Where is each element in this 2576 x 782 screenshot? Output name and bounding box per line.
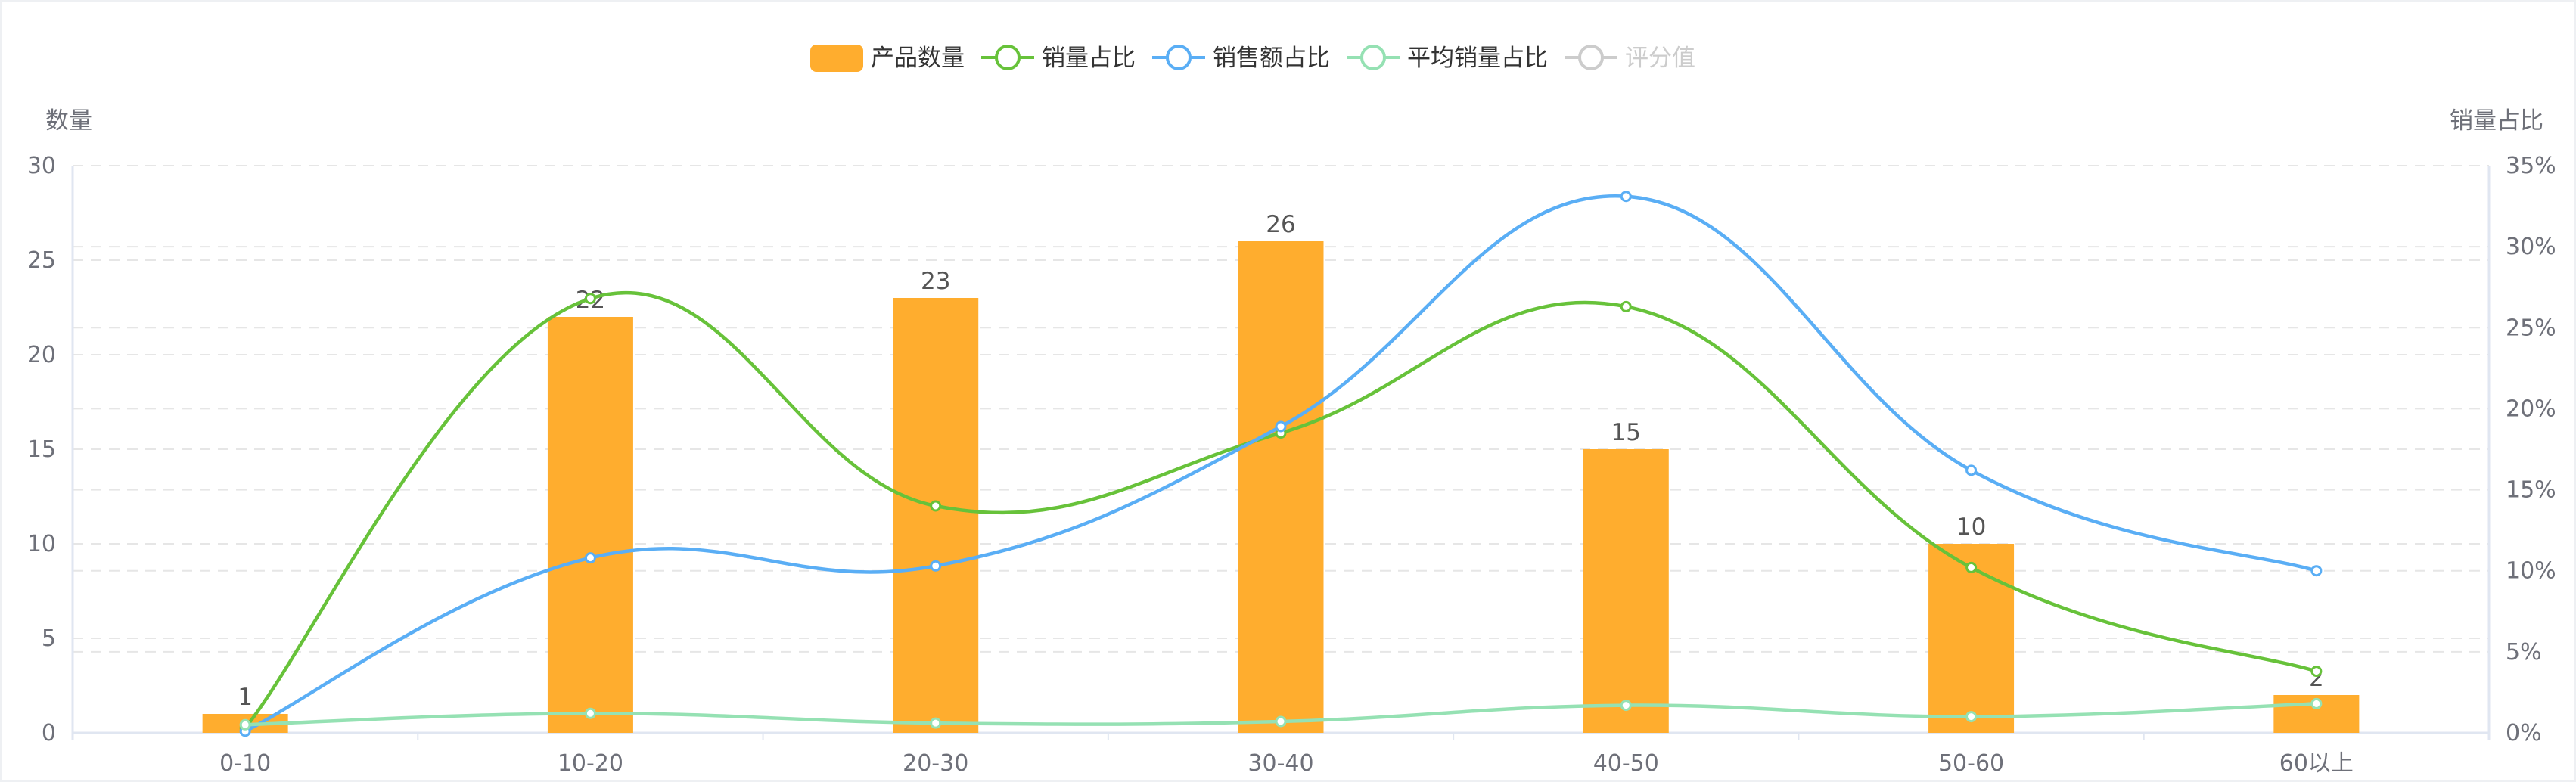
line-point xyxy=(584,293,596,305)
y-left-tick-label: 15 xyxy=(27,436,56,463)
x-tick-label: 30-40 xyxy=(1248,750,1313,777)
y-left-tick-label: 0 xyxy=(42,720,56,746)
line-point xyxy=(2310,697,2323,709)
line-point xyxy=(1620,700,1632,712)
line-point xyxy=(930,560,942,572)
bar-value-label: 23 xyxy=(921,268,950,295)
y-left-tick-label: 20 xyxy=(27,342,56,368)
x-tick-label: 50-60 xyxy=(1938,750,2004,777)
legend-marker-icon xyxy=(995,45,1021,70)
line-point xyxy=(584,707,596,719)
y-right-axis-name: 销量占比 xyxy=(2450,107,2543,135)
line-point xyxy=(930,717,942,729)
y-right-tick-label: 15% xyxy=(2506,477,2556,504)
line-point xyxy=(239,718,251,731)
y-right-tick-label: 35% xyxy=(2506,153,2556,179)
y-right-tick-label: 10% xyxy=(2506,558,2556,585)
line-point xyxy=(1965,711,1978,723)
line-point xyxy=(1965,464,1978,476)
line-point xyxy=(1620,300,1632,312)
legend-marker-icon xyxy=(1360,45,1386,70)
line-point xyxy=(1275,715,1287,728)
line-point xyxy=(584,552,596,564)
y-left-tick-label: 5 xyxy=(42,625,56,652)
y-right-tick-label: 25% xyxy=(2506,315,2556,341)
x-tick-label: 40-50 xyxy=(1593,750,1659,777)
bar xyxy=(547,317,633,733)
line-point xyxy=(1275,420,1287,433)
x-tick-label: 20-30 xyxy=(903,750,968,777)
line-point xyxy=(1965,561,1978,573)
y-left-axis-name: 数量 xyxy=(45,107,92,135)
y-left-tick-label: 25 xyxy=(27,247,56,274)
legend-item-5[interactable]: 评分值 xyxy=(1625,45,1695,72)
legend-item-2[interactable]: 销量占比 xyxy=(1042,45,1136,72)
y-right-tick-label: 5% xyxy=(2506,639,2542,666)
x-tick-label: 60以上 xyxy=(2279,750,2354,777)
bar xyxy=(1928,544,2015,733)
line-point xyxy=(2310,565,2323,577)
bar-value-label: 1 xyxy=(238,684,253,711)
y-right-tick-label: 20% xyxy=(2506,396,2556,422)
bar-value-label: 15 xyxy=(1611,419,1641,446)
x-tick-label: 0-10 xyxy=(219,750,271,777)
legend-item-1[interactable]: 产品数量 xyxy=(871,45,965,72)
legend-marker-icon xyxy=(1578,45,1604,70)
y-left-tick-label: 10 xyxy=(27,531,56,557)
legend-item-3[interactable]: 销售额占比 xyxy=(1213,45,1330,72)
legend-bar-icon xyxy=(810,45,863,72)
bar xyxy=(1583,449,1669,733)
bar xyxy=(1238,241,1324,733)
y-right-tick-label: 30% xyxy=(2506,234,2556,260)
y-right-tick-label: 0% xyxy=(2506,720,2542,746)
bar xyxy=(893,298,979,733)
y-left-tick-label: 30 xyxy=(27,153,56,179)
legend-marker-icon xyxy=(1166,45,1192,70)
bar-value-label: 26 xyxy=(1266,211,1295,238)
line-point xyxy=(1620,191,1632,203)
x-tick-label: 10-20 xyxy=(558,750,623,777)
legend-item-4[interactable]: 平均销量占比 xyxy=(1407,45,1548,72)
bar-value-label: 10 xyxy=(1956,514,1986,541)
line-point xyxy=(2310,666,2323,678)
line-point xyxy=(930,500,942,512)
